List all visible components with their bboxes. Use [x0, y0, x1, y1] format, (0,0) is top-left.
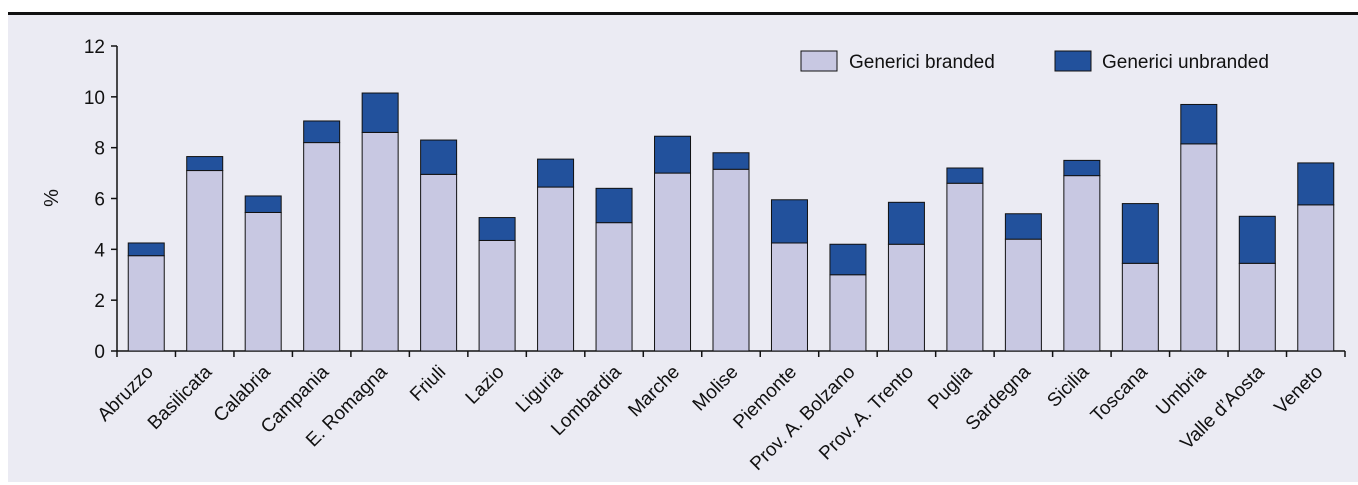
bar-branded — [712, 168, 750, 352]
x-category-label: Puglia — [924, 361, 977, 414]
bar-branded — [537, 186, 575, 352]
bar-branded — [303, 142, 341, 352]
y-tick-label: 8 — [94, 139, 105, 160]
x-category-label: Sardegna — [962, 361, 1035, 434]
bar-branded — [946, 182, 984, 352]
y-tick-label: 4 — [94, 240, 105, 261]
bar-branded — [654, 172, 692, 352]
y-tick-label: 10 — [84, 88, 105, 109]
x-category-label: Molise — [689, 362, 743, 416]
bar-branded — [361, 131, 399, 352]
bar-branded — [770, 242, 808, 352]
bar-unbranded — [946, 167, 984, 184]
bar-unbranded — [1297, 162, 1335, 206]
bar-unbranded — [770, 199, 808, 244]
legend-label: Generici unbranded — [1102, 52, 1269, 73]
x-category-label: Sicilia — [1043, 361, 1093, 411]
legend-swatch — [1054, 50, 1092, 72]
bar-branded — [244, 211, 282, 352]
y-tick-label: 2 — [94, 291, 105, 312]
bar-branded — [1004, 238, 1042, 352]
x-category-label: Marche — [624, 362, 684, 422]
bar-branded — [829, 274, 867, 352]
chart-frame: 0 2 4 6 8 10 12% Abruzzo Basilicata Calabria Camp… — [8, 12, 1358, 482]
x-category-label: Toscana — [1087, 361, 1152, 426]
bar-branded — [420, 173, 458, 352]
x-category-label: Prov. A. Bolzano — [746, 362, 859, 475]
y-tick-label: 0 — [94, 342, 105, 363]
bar-branded — [186, 170, 224, 352]
legend-swatch — [800, 50, 838, 72]
bar-unbranded — [420, 139, 458, 175]
x-category-label: Liguria — [512, 361, 567, 416]
bar-unbranded — [829, 243, 867, 276]
x-category-label: Lazio — [462, 362, 509, 409]
bar-unbranded — [1180, 103, 1218, 145]
bar-unbranded — [244, 195, 282, 213]
bar-branded — [478, 239, 516, 352]
bar-unbranded — [186, 156, 224, 172]
bar-unbranded — [1238, 215, 1276, 264]
bar-unbranded — [127, 242, 165, 257]
x-category-label: Veneto — [1271, 362, 1328, 419]
bar-unbranded — [887, 201, 925, 245]
bar-branded — [595, 222, 633, 352]
bar-branded — [1297, 204, 1335, 352]
bar-branded — [127, 255, 165, 352]
bar-unbranded — [303, 120, 341, 144]
x-category-label: Basilicata — [144, 361, 217, 434]
bar-branded — [1121, 262, 1159, 352]
bar-unbranded — [478, 217, 516, 241]
bar-unbranded — [595, 187, 633, 224]
y-tick-label: 6 — [94, 190, 105, 211]
bar-branded — [1180, 143, 1218, 352]
x-category-label: Umbria — [1152, 361, 1210, 419]
x-category-label: Friuli — [406, 362, 450, 406]
bar-branded — [1063, 175, 1101, 352]
bar-unbranded — [1121, 203, 1159, 264]
bar-unbranded — [1063, 159, 1101, 177]
y-axis-label: % — [41, 189, 63, 207]
bar-unbranded — [654, 135, 692, 174]
legend-label: Generici branded — [849, 52, 995, 73]
bar-unbranded — [712, 152, 750, 170]
bar-branded — [1238, 262, 1276, 352]
bar-unbranded — [361, 92, 399, 133]
bar-branded — [887, 243, 925, 352]
bar-unbranded — [537, 158, 575, 188]
bar-unbranded — [1004, 213, 1042, 240]
y-tick-label: 12 — [84, 37, 105, 58]
